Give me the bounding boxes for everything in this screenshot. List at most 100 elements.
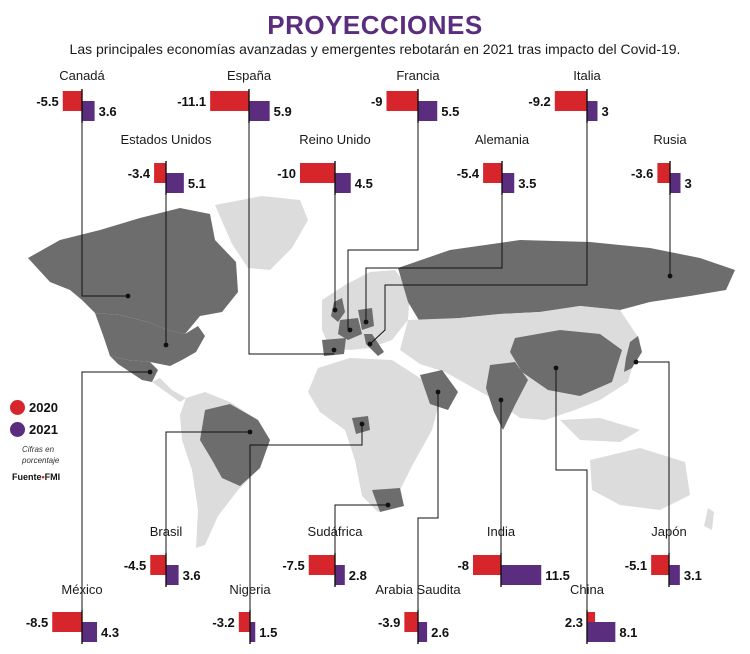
- leader-line-francia: [347, 111, 419, 330]
- value-2020-nigeria: -3.2: [212, 615, 234, 630]
- country-label-reino-unido: Reino Unido: [299, 132, 371, 147]
- legend-swatch-2020: [10, 399, 25, 415]
- source-name: FMI: [44, 472, 61, 482]
- source-separator: •: [41, 472, 45, 482]
- value-2021-estados-unidos: 5.1: [188, 176, 206, 191]
- country-label-alemania: Alemania: [475, 132, 530, 147]
- marker-rusia: [667, 273, 673, 279]
- bar-groups: Canadá-5.5 3.6 España -11.1 5.9 Francia -9 5.5 I…: [26, 68, 702, 644]
- leader-line-nigeria: [249, 424, 363, 612]
- bar-2020-francia: [386, 91, 418, 111]
- value-2020-china: 2.3: [565, 615, 583, 630]
- value-2020-francia: -9: [371, 94, 383, 109]
- leader-line-alemania: [365, 183, 503, 322]
- country-label-mexico: México: [61, 582, 102, 597]
- land-brazil: [200, 404, 270, 486]
- bar-group-estados-unidos: Estados Unidos -3.4 5.1: [120, 132, 212, 195]
- value-2020-mexico: -8.5: [26, 615, 48, 630]
- source: Fuente•FMI: [12, 472, 90, 482]
- country-label-nigeria: Nigeria: [229, 582, 271, 597]
- bar-2020-india: [473, 555, 501, 575]
- land-japan: [624, 336, 642, 372]
- country-label-francia: Francia: [396, 68, 440, 83]
- value-2021-sudafrica: 2.8: [349, 568, 367, 583]
- bar-group-mexico: México -8.5 4.3: [26, 582, 119, 644]
- value-2021-india: 11.5: [545, 568, 570, 583]
- marker-nigeria: [359, 421, 365, 427]
- country-label-arabia-saudita: Arabia Saudita: [375, 582, 461, 597]
- land-italy: [364, 334, 384, 356]
- marker-estados-unidos: [163, 342, 169, 348]
- bar-2020-nigeria: [238, 612, 250, 632]
- value-2021-japon: 3.1: [684, 568, 702, 583]
- value-2021-italia: 3: [602, 104, 609, 119]
- bar-2021-estados-unidos: [166, 173, 184, 193]
- land-mexico: [110, 356, 158, 382]
- value-2020-brasil: -4.5: [124, 558, 146, 573]
- value-2021-brasil: 3.6: [183, 568, 201, 583]
- bar-2020-estados-unidos: [154, 163, 166, 183]
- leader-line-canada: [81, 111, 128, 297]
- marker-china: [553, 365, 559, 371]
- land-russia: [398, 240, 735, 322]
- marker-arabia-saudita: [435, 389, 441, 395]
- country-label-espana: España: [227, 68, 272, 83]
- bar-2020-japon: [651, 555, 669, 575]
- chart-subtitle: Las principales economías avanzadas y em…: [69, 41, 681, 57]
- country-label-sudafrica: Sudáfrica: [308, 524, 364, 539]
- bar-2021-arabia-saudita: [418, 622, 428, 642]
- bar-group-rusia: Rusia -3.6 3: [631, 132, 692, 195]
- value-2021-canada: 3.6: [99, 104, 117, 119]
- bar-2020-italia: [554, 91, 587, 111]
- land-australia: [590, 448, 690, 510]
- bar-2021-nigeria: [250, 622, 256, 642]
- country-label-estados-unidos: Estados Unidos: [120, 132, 212, 147]
- leader-line-brasil: [165, 431, 250, 555]
- bar-2020-canada: [62, 91, 82, 111]
- bar-2021-china: [587, 622, 616, 642]
- leader-line-italia: [369, 111, 588, 345]
- bar-2020-brasil: [150, 555, 166, 575]
- bar-2021-rusia: [670, 173, 681, 193]
- marker-alemania: [363, 319, 369, 325]
- bar-group-brasil: Brasil -4.5 3.6: [124, 524, 201, 587]
- value-2021-espana: 5.9: [274, 104, 292, 119]
- source-label: Fuente: [12, 472, 42, 482]
- unit-note: Cifras en porcentaje: [22, 445, 60, 465]
- bar-2020-reino-unido: [300, 163, 335, 183]
- bar-2020-sudafrica: [308, 555, 335, 575]
- marker-italia: [367, 341, 373, 347]
- country-label-canada: Canadá: [59, 68, 105, 83]
- bar-group-japon: Japón -5.1 3.1: [625, 524, 702, 587]
- leader-lines: [81, 111, 673, 612]
- value-2021-rusia: 3: [685, 176, 692, 191]
- bar-group-espana: España -11.1 5.9: [177, 68, 292, 123]
- value-2020-arabia-saudita: -3.9: [378, 615, 400, 630]
- value-2020-estados-unidos: -3.4: [128, 166, 151, 181]
- legend-label-2021: 2021: [29, 421, 58, 437]
- bar-group-francia: Francia -9 5.5: [371, 68, 459, 123]
- country-label-india: India: [487, 524, 516, 539]
- bar-2021-mexico: [82, 622, 98, 642]
- value-2020-india: -8: [457, 558, 469, 573]
- value-2021-reino-unido: 4.5: [355, 176, 373, 191]
- bar-group-reino-unido: Reino Unido -10 4.5: [277, 132, 373, 195]
- legend: 2020 2021 Cifras en porcentaje Fuente•FM…: [10, 396, 90, 482]
- value-2020-italia: -9.2: [528, 94, 550, 109]
- leader-line-espana: [248, 111, 334, 355]
- value-2021-alemania: 3.5: [518, 176, 536, 191]
- leader-line-china: [555, 368, 588, 612]
- bar-2021-brasil: [166, 565, 179, 585]
- country-label-japon: Japón: [651, 524, 686, 539]
- value-2020-alemania: -5.4: [457, 166, 480, 181]
- land-spain: [322, 338, 346, 356]
- bar-2020-rusia: [657, 163, 670, 183]
- land-new-zealand: [704, 508, 714, 530]
- value-2021-china: 8.1: [619, 625, 637, 640]
- bar-2020-espana: [210, 91, 249, 111]
- legend-item-2020: 2020: [10, 396, 90, 418]
- bar-2021-espana: [249, 101, 270, 121]
- value-2020-sudafrica: -7.5: [282, 558, 304, 573]
